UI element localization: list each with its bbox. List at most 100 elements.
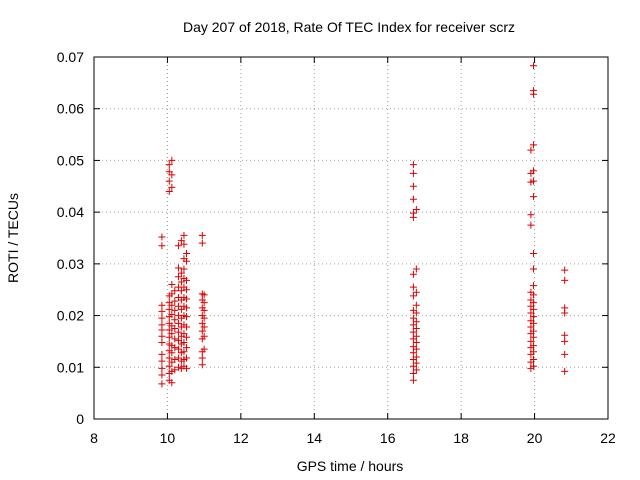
y-tick-label: 0 [76, 411, 84, 427]
data-point [171, 325, 179, 332]
y-tick-label: 0.05 [57, 152, 84, 168]
data-point [529, 193, 537, 201]
data-point [171, 306, 179, 314]
data-point [168, 281, 176, 289]
data-point [168, 183, 176, 191]
data-point [165, 354, 173, 362]
y-tick-label: 0.04 [57, 204, 84, 220]
data-point [174, 328, 182, 336]
data-point [200, 299, 208, 307]
data-point [180, 240, 188, 248]
data-point [409, 270, 417, 278]
data-point [529, 342, 537, 350]
data-point [529, 291, 537, 299]
data-point [412, 301, 420, 309]
data-point [180, 338, 188, 346]
y-tick-label: 0.07 [57, 49, 84, 65]
data-point [174, 336, 182, 344]
data-point [527, 337, 535, 345]
data-point [561, 266, 569, 274]
plot-frame [93, 56, 609, 420]
x-tick-label: 18 [453, 430, 469, 446]
data-point [168, 379, 176, 387]
data-point [174, 345, 182, 353]
data-point [409, 349, 417, 357]
data-point [412, 206, 420, 214]
data-point [529, 348, 537, 356]
data-point [158, 350, 166, 358]
data-point [529, 313, 537, 321]
data-point [200, 291, 208, 299]
data-point [409, 292, 417, 300]
data-point [183, 304, 191, 312]
grid-lines [94, 57, 608, 419]
data-point [561, 331, 569, 339]
data-point [412, 345, 420, 353]
data-point [527, 323, 535, 331]
y-tick-label: 0.06 [57, 101, 84, 117]
data-point [529, 362, 537, 370]
data-point [412, 288, 420, 296]
data-point [412, 366, 420, 374]
data-point [198, 361, 206, 369]
data-point [168, 156, 176, 164]
data-point [527, 211, 535, 219]
data-point [180, 348, 188, 356]
data-point [174, 363, 182, 371]
data-point [183, 257, 191, 265]
data-point [177, 269, 185, 277]
data-point [529, 356, 537, 364]
data-point [409, 161, 417, 169]
data-point [412, 332, 420, 340]
data-point [529, 87, 537, 95]
data-point [183, 295, 191, 303]
data-point [183, 250, 191, 258]
data-point [527, 221, 535, 229]
y-axis-label: ROTI / TECUs [5, 193, 21, 283]
data-point [529, 333, 537, 341]
data-point [158, 242, 166, 250]
data-point [183, 286, 191, 294]
data-point [183, 333, 191, 341]
data-point [412, 353, 420, 361]
data-point [165, 362, 173, 370]
data-point [561, 304, 569, 312]
data-point [168, 301, 176, 309]
data-point [180, 265, 188, 273]
data-point [409, 362, 417, 370]
chart-title: Day 207 of 2018, Rate Of TEC Index for r… [183, 19, 515, 35]
data-point [165, 187, 173, 195]
data-point [158, 301, 166, 309]
data-point [183, 364, 191, 372]
data-point [529, 299, 537, 307]
data-point [168, 290, 176, 298]
data-point [409, 376, 417, 384]
data-point [177, 237, 185, 245]
data-point [171, 356, 179, 364]
data-point [183, 344, 191, 352]
data-point [168, 311, 176, 319]
data-point [174, 264, 182, 272]
data-point [200, 345, 208, 353]
data-point [529, 62, 537, 70]
data-point [168, 330, 176, 338]
axis-ticks: 8 10 12 14 16 18 20 22 0 0.01 0.02 0.03 0.04 0.05 0.06… [57, 49, 616, 446]
data-point [158, 233, 166, 241]
data-point [165, 326, 173, 334]
data-point [171, 316, 179, 324]
data-point [174, 319, 182, 327]
data-point [412, 318, 420, 326]
y-tick-label: 0.01 [57, 359, 84, 375]
data-point [409, 169, 417, 177]
data-point [168, 171, 176, 179]
data-point [561, 337, 569, 345]
x-tick-label: 14 [306, 430, 322, 446]
data-point [177, 287, 185, 295]
data-point [561, 367, 569, 375]
data-point [174, 354, 182, 362]
data-point [412, 325, 420, 332]
x-axis-label: GPS time / hours [297, 458, 404, 474]
data-point [561, 276, 569, 284]
data-point [527, 146, 535, 154]
